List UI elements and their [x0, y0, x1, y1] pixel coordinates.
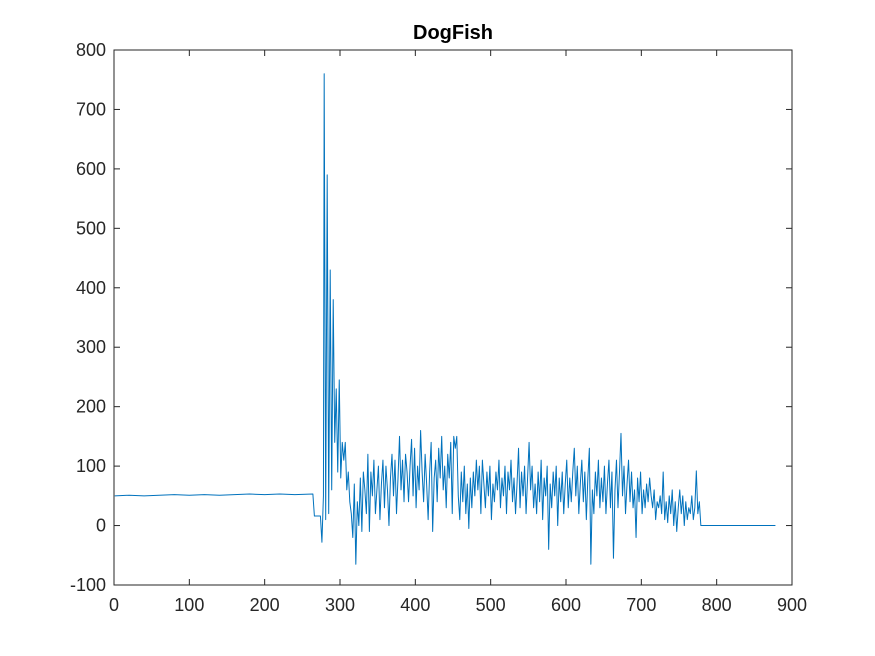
y-tick-label: 800 — [76, 40, 106, 60]
y-tick-label: 200 — [76, 397, 106, 417]
y-tick-label: 500 — [76, 218, 106, 238]
x-tick-label: 600 — [551, 595, 581, 615]
x-tick-label: 200 — [250, 595, 280, 615]
x-axis: 0 100 200 300 400 500 600 700 800 900 — [109, 50, 807, 615]
x-tick-label: 300 — [325, 595, 355, 615]
y-tick-label: 0 — [96, 516, 106, 536]
series-line-0 — [114, 73, 776, 565]
y-tick-label: 600 — [76, 159, 106, 179]
y-tick-label: 100 — [76, 456, 106, 476]
x-tick-label: 500 — [476, 595, 506, 615]
y-tick-label: 400 — [76, 278, 106, 298]
x-tick-label: 700 — [626, 595, 656, 615]
y-axis: -100 0 100 200 300 400 500 600 700 800 — [70, 40, 792, 595]
x-tick-label: 100 — [174, 595, 204, 615]
y-tick-label: 700 — [76, 99, 106, 119]
x-tick-label: 900 — [777, 595, 807, 615]
y-tick-label: 300 — [76, 337, 106, 357]
plot-area — [114, 50, 792, 585]
x-tick-label: 800 — [702, 595, 732, 615]
series-layer — [114, 73, 776, 565]
x-tick-label: 0 — [109, 595, 119, 615]
axes-box — [113, 49, 793, 586]
y-tick-label: -100 — [70, 575, 106, 595]
x-tick-label: 400 — [400, 595, 430, 615]
chart-title: DogFish — [413, 22, 493, 44]
